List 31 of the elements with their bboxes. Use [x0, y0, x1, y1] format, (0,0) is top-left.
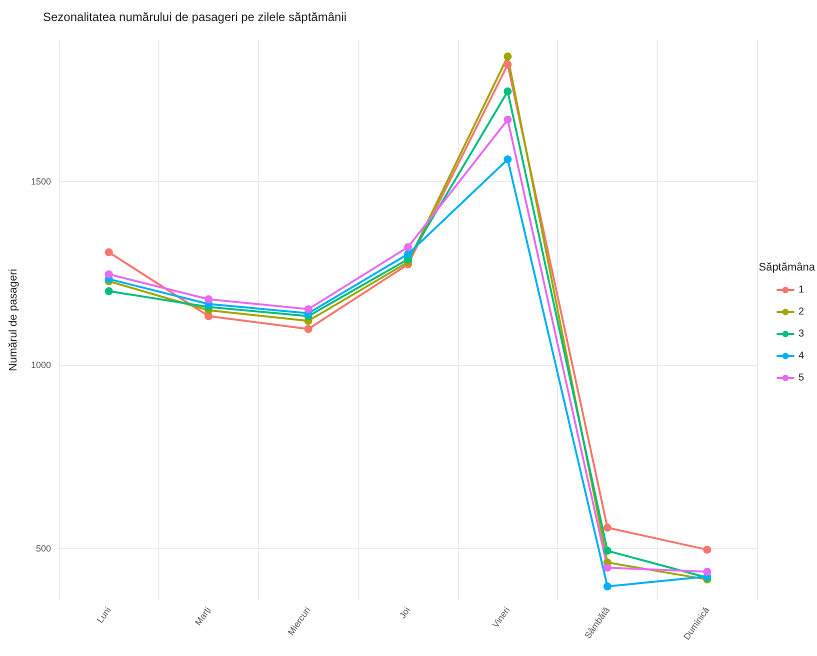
legend-label: 2	[798, 306, 804, 318]
point	[603, 546, 612, 555]
legend-label: 5	[798, 372, 804, 384]
legend-label: 4	[798, 350, 804, 362]
point	[304, 325, 312, 333]
point	[603, 564, 612, 572]
point	[603, 524, 612, 532]
point	[504, 87, 512, 96]
point	[104, 270, 113, 278]
y-tick-label: 500	[36, 544, 51, 554]
point	[504, 155, 512, 164]
point	[603, 582, 612, 590]
legend-label: 3	[798, 328, 804, 340]
point	[104, 248, 113, 256]
legend-title: Săptămâna	[758, 262, 816, 274]
point	[703, 546, 712, 554]
point	[104, 287, 113, 296]
point	[504, 116, 512, 124]
point	[703, 568, 712, 576]
point	[404, 250, 412, 258]
x-tick-label: Joi	[397, 605, 412, 620]
point	[204, 295, 213, 304]
y-axis-title: Numărul de pasageri	[8, 268, 20, 372]
point	[304, 305, 312, 314]
point	[504, 52, 512, 61]
chart-title: Sezonalitatea numărului de pasageri pe zilele săptămânii	[43, 10, 347, 24]
y-tick-label: 1500	[30, 176, 51, 186]
point	[504, 60, 512, 69]
legend-label: 1	[798, 284, 804, 296]
point	[404, 243, 412, 252]
y-tick-label: 1000	[30, 360, 51, 370]
